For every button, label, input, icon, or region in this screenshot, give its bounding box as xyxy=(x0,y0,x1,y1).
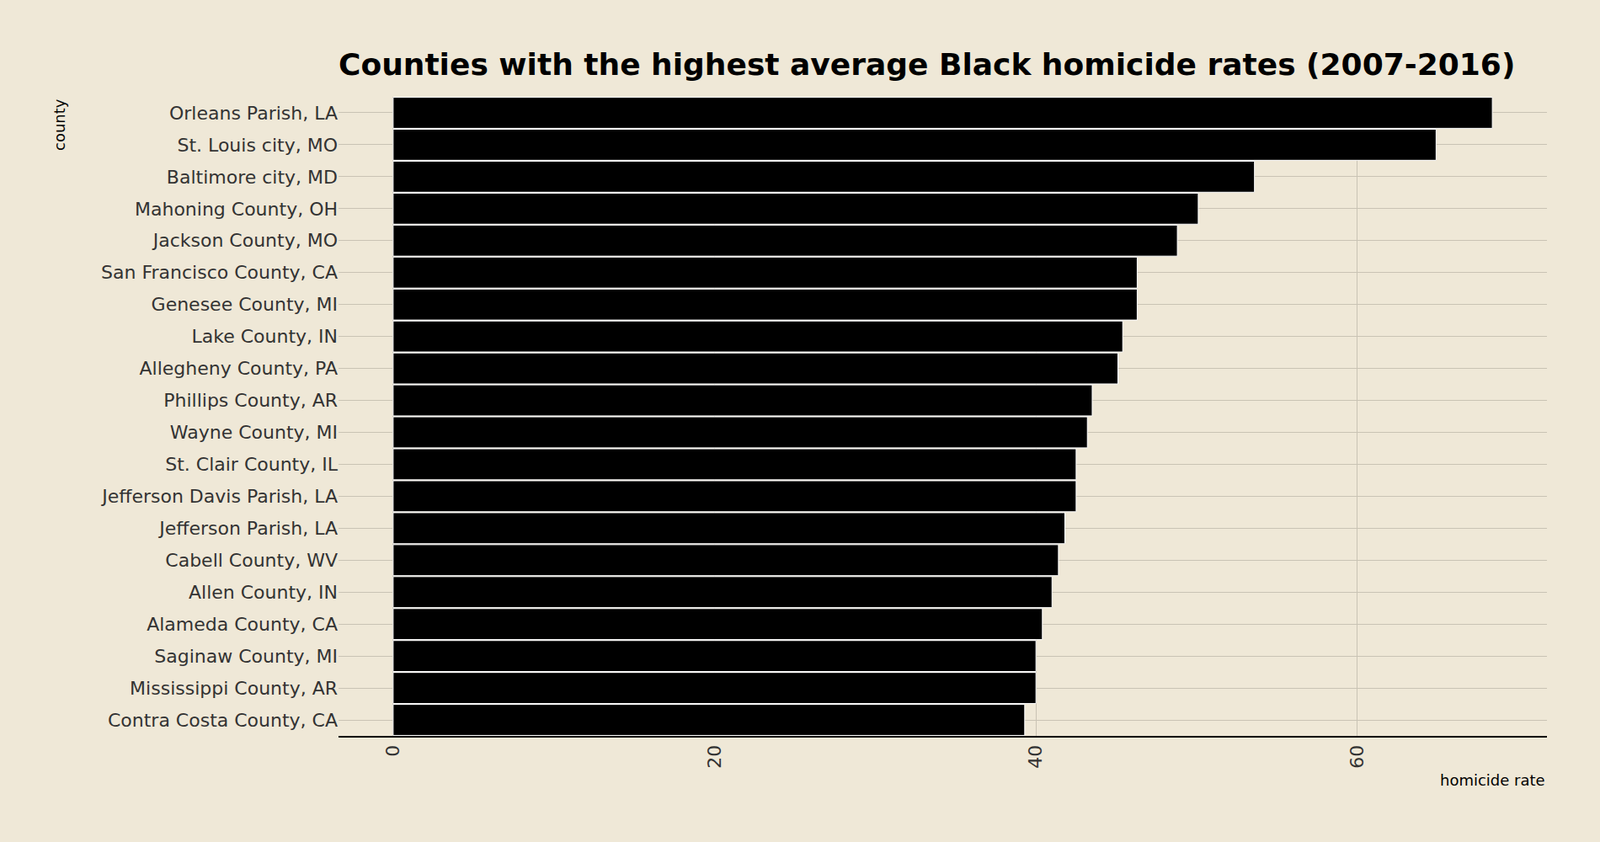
svg-text:Saginaw County, MI: Saginaw County, MI xyxy=(154,645,338,667)
svg-text:Allegheny County, PA: Allegheny County, PA xyxy=(139,357,338,379)
svg-text:St. Louis city, MO: St. Louis city, MO xyxy=(176,134,338,156)
svg-text:county: county xyxy=(50,98,69,151)
svg-text:Orleans Parish, LA: Orleans Parish, LA xyxy=(169,102,338,124)
svg-text:Mahoning County, OH: Mahoning County, OH xyxy=(134,198,338,220)
svg-text:0: 0 xyxy=(382,745,404,758)
svg-text:Wayne County, MI: Wayne County, MI xyxy=(170,421,338,443)
svg-text:San Francisco County, CA: San Francisco County, CA xyxy=(101,261,338,283)
svg-text:St. Clair County, IL: St. Clair County, IL xyxy=(165,453,339,475)
svg-text:40: 40 xyxy=(1024,745,1046,769)
svg-text:Cabell County, WV: Cabell County, WV xyxy=(165,549,338,571)
svg-text:Baltimore city, MD: Baltimore city, MD xyxy=(166,166,338,188)
svg-text:Mississippi County, AR: Mississippi County, AR xyxy=(129,677,338,699)
svg-text:Jefferson Parish, LA: Jefferson Parish, LA xyxy=(157,517,338,539)
svg-text:Jefferson Davis Parish, LA: Jefferson Davis Parish, LA xyxy=(100,485,338,507)
svg-text:Alameda County, CA: Alameda County, CA xyxy=(146,613,338,635)
svg-text:homicide rate: homicide rate xyxy=(1440,771,1546,790)
svg-text:Jackson County, MO: Jackson County, MO xyxy=(151,229,338,251)
svg-text:60: 60 xyxy=(1346,745,1368,769)
svg-text:Lake County, IN: Lake County, IN xyxy=(191,325,338,347)
svg-text:Phillips County, AR: Phillips County, AR xyxy=(163,389,338,411)
svg-text:Counties with the highest aver: Counties with the highest average Black … xyxy=(338,47,1515,82)
svg-text:Genesee County, MI: Genesee County, MI xyxy=(151,293,338,315)
svg-text:Contra Costa County, CA: Contra Costa County, CA xyxy=(107,709,338,731)
svg-text:20: 20 xyxy=(704,745,726,769)
svg-text:Allen County, IN: Allen County, IN xyxy=(188,581,338,603)
